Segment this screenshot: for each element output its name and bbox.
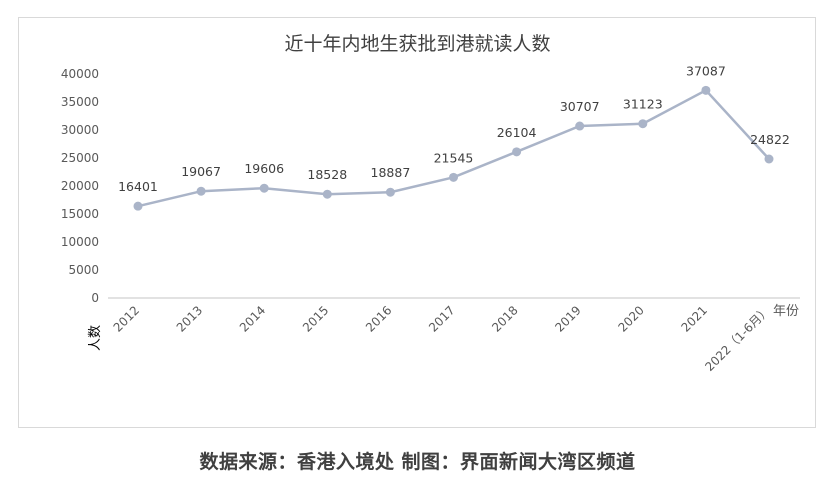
series-line [137,88,770,208]
y-axis-ticks: 0 5000 10000 15000 20000 25000 30000 35000 40000 [61,67,99,305]
x-tick-label: 2022（1-6月） [702,303,773,374]
x-tick-label: 2013 [174,303,205,334]
data-point[interactable] [575,121,585,131]
y-tick-label: 40000 [61,67,99,81]
data-label: 16401 [118,179,158,194]
data-point[interactable] [196,186,206,196]
data-label: 18887 [371,165,411,180]
x-tick-label: 2020 [615,303,646,334]
chart-title: 近十年内地生获批到港就读人数 [284,33,551,55]
data-point[interactable] [701,85,711,95]
x-tick-label: 2015 [300,303,331,334]
x-axis-unit-label: 年份 [773,304,799,319]
data-label: 37087 [686,63,726,78]
data-label: 21545 [434,150,474,165]
data-point[interactable] [385,187,395,197]
data-points [133,85,774,211]
y-tick-label: 0 [91,291,99,305]
data-point[interactable] [764,154,774,164]
data-labels: 16401 19067 19606 18528 18887 21545 26104 30707… [118,63,790,194]
y-tick-label: 35000 [61,95,99,109]
data-label: 26104 [497,125,537,140]
data-point[interactable] [133,201,143,211]
data-label: 31123 [623,97,663,112]
data-point[interactable] [322,189,332,199]
x-tick-label: 2012 [111,303,142,334]
chart-frame [18,17,816,428]
data-label: 19067 [181,164,221,179]
data-point[interactable] [449,172,458,182]
x-tick-label: 2017 [426,303,457,334]
x-tick-label: 2019 [552,303,583,334]
y-axis-label: 人数 [88,325,103,351]
data-label: 24822 [750,132,790,147]
data-label: 18528 [307,167,347,182]
data-point[interactable] [512,147,522,157]
y-tick-label: 15000 [61,207,99,221]
y-tick-label: 25000 [61,151,99,165]
y-tick-label: 30000 [61,123,99,137]
x-tick-label: 2014 [237,303,268,334]
data-label: 30707 [560,99,600,114]
x-tick-label: 2018 [489,303,520,334]
y-tick-label: 10000 [61,235,99,249]
data-point[interactable] [638,119,648,129]
y-tick-label: 5000 [68,263,99,277]
data-point[interactable] [259,183,269,193]
y-tick-label: 20000 [61,179,99,193]
source-footer: 数据来源：香港入境处 制图：界面新闻大湾区频道 [199,451,636,473]
x-tick-label: 2021 [679,303,710,334]
x-axis-ticks: 2012 2013 2014 2015 2016 2017 2018 2019 2020 2021… [111,303,773,374]
x-tick-label: 2016 [363,303,394,334]
data-label: 19606 [244,161,284,176]
